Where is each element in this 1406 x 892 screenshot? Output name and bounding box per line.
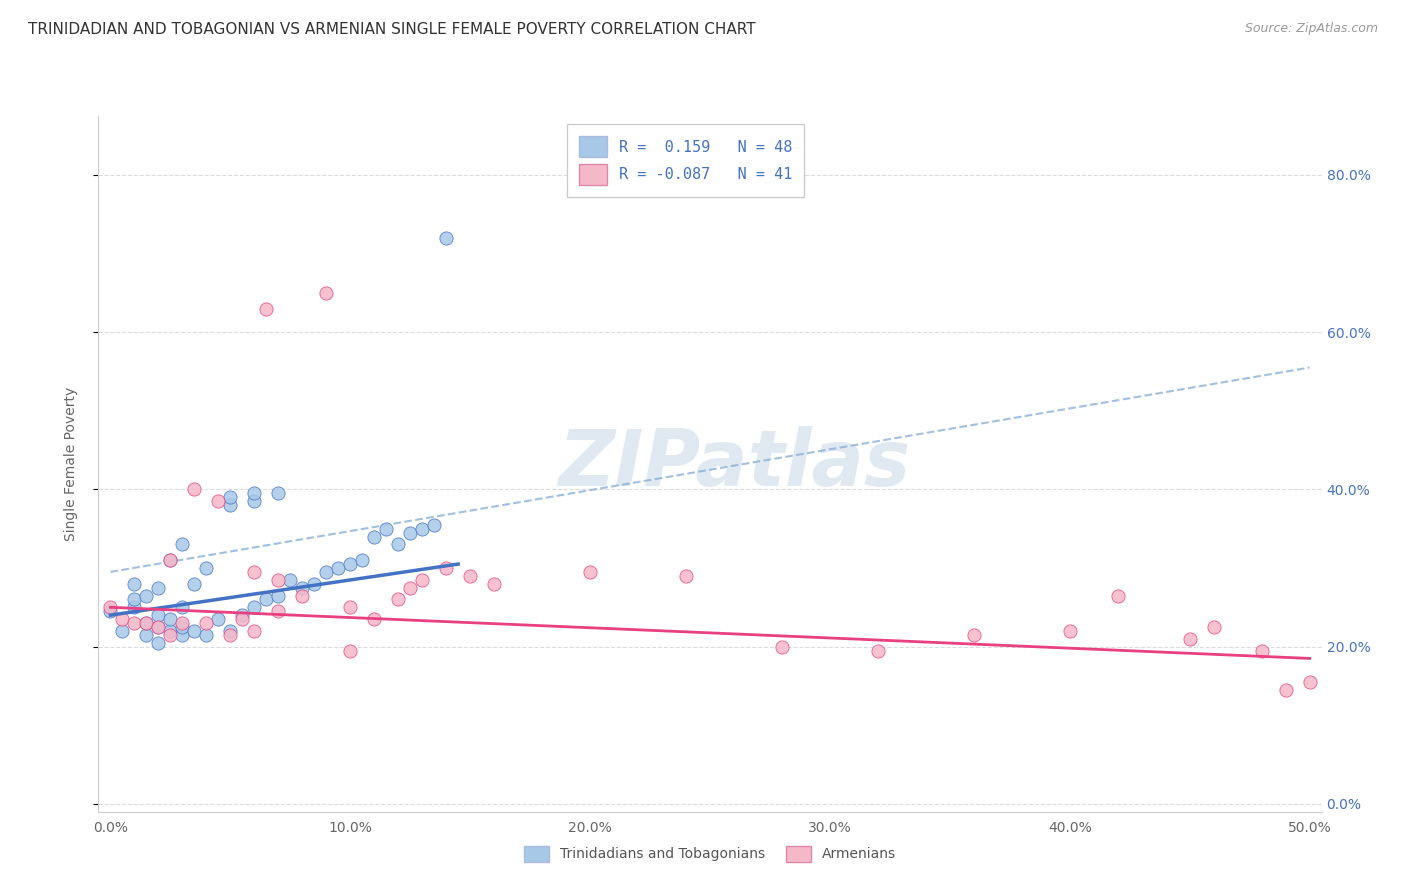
Point [183,624,205,638]
Point [579,565,602,579]
Point [231,612,253,626]
Point [159,628,181,642]
Point [243,494,266,508]
Point [399,581,422,595]
Point [315,285,337,300]
Point [111,612,134,626]
Point [172,620,194,634]
Point [183,483,205,497]
Point [207,612,229,626]
Point [267,589,290,603]
Point [100,604,122,618]
Point [423,517,446,532]
Point [219,624,242,638]
Point [172,615,194,630]
Point [183,576,205,591]
Point [387,537,409,551]
Point [195,561,218,575]
Point [172,537,194,551]
Point [1059,624,1081,638]
Point [1250,643,1272,657]
Point [124,615,146,630]
Point [1107,589,1129,603]
Point [315,565,337,579]
Point [159,624,181,638]
Point [124,600,146,615]
Point [231,608,253,623]
Point [434,561,457,575]
Point [434,231,457,245]
Point [100,600,122,615]
Point [363,612,385,626]
Point [291,589,314,603]
Point [159,553,181,567]
Point [124,592,146,607]
Point [111,624,134,638]
Point [135,615,157,630]
Point [339,600,361,615]
Point [267,486,290,500]
Point [1178,632,1201,646]
Point [254,592,277,607]
Point [328,561,350,575]
Point [148,608,170,623]
Point [148,620,170,634]
Text: TRINIDADIAN AND TOBAGONIAN VS ARMENIAN SINGLE FEMALE POVERTY CORRELATION CHART: TRINIDADIAN AND TOBAGONIAN VS ARMENIAN S… [28,22,756,37]
Point [195,628,218,642]
Legend: Trinidadians and Tobagonians, Armenians: Trinidadians and Tobagonians, Armenians [519,840,901,867]
Point [172,600,194,615]
Point [375,522,398,536]
Point [963,628,986,642]
Point [243,565,266,579]
Point [387,592,409,607]
Point [219,498,242,512]
Point [278,573,301,587]
Point [219,628,242,642]
Point [207,494,229,508]
Point [411,522,433,536]
Point [243,624,266,638]
Point [148,581,170,595]
Point [159,553,181,567]
Point [267,573,290,587]
Point [339,557,361,571]
Text: Source: ZipAtlas.com: Source: ZipAtlas.com [1244,22,1378,36]
Point [291,581,314,595]
Point [135,589,157,603]
Point [1202,620,1225,634]
Point [399,525,422,540]
Point [458,569,481,583]
Point [148,636,170,650]
Y-axis label: Single Female Poverty: Single Female Poverty [63,387,77,541]
Point [866,643,889,657]
Point [411,573,433,587]
Point [267,604,290,618]
Point [124,576,146,591]
Point [135,615,157,630]
Point [135,628,157,642]
Point [304,576,326,591]
Point [352,553,374,567]
Point [675,569,697,583]
Point [363,530,385,544]
Text: ZIPatlas: ZIPatlas [558,425,911,502]
Point [482,576,505,591]
Point [254,301,277,316]
Point [195,615,218,630]
Point [243,486,266,500]
Point [219,490,242,504]
Point [1298,675,1320,690]
Point [172,628,194,642]
Point [1274,682,1296,697]
Point [770,640,793,654]
Point [243,600,266,615]
Point [148,620,170,634]
Point [159,612,181,626]
Point [339,643,361,657]
